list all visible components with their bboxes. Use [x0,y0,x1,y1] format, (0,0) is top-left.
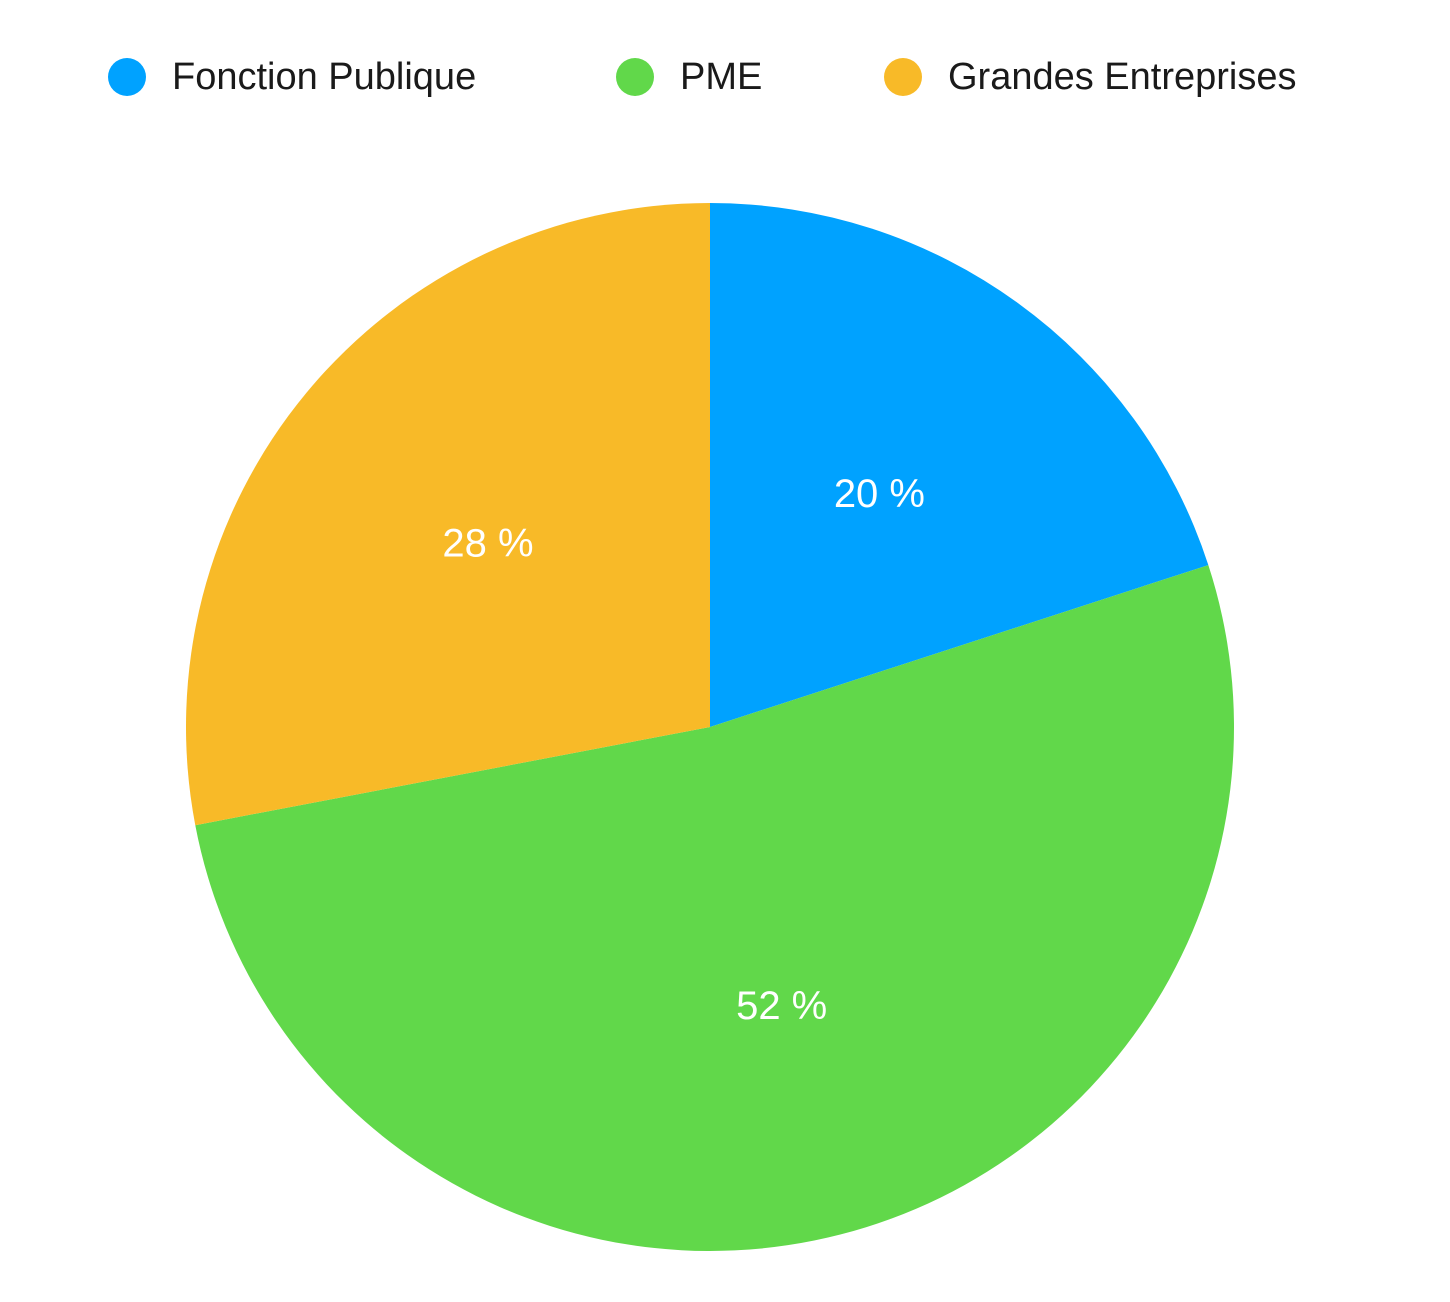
legend-item-fonction-publique[interactable]: Fonction Publique [108,50,476,104]
pie-slice-pme[interactable] [195,565,1235,1251]
pie-slices [185,203,1235,1251]
legend-label-pme: PME [680,55,763,98]
pie-data-labels: 20 % 52 % 28 % [442,472,925,1028]
legend-swatch-pme [616,58,654,96]
data-label-fonction-publique: 20 % [834,472,925,516]
data-label-pme: 52 % [736,984,827,1028]
chart-legend: Fonction Publique PME Grandes Entreprise… [0,50,1450,104]
pie-slice-fonction-publique[interactable] [710,203,1209,727]
pie-slice-grandes-entreprises[interactable] [185,203,710,826]
legend-swatch-fonction-publique [108,58,146,96]
legend-label-grandes-entreprises: Grandes Entreprises [948,55,1297,98]
legend-item-pme[interactable]: PME [616,50,762,104]
legend-item-grandes-entreprises[interactable]: Grandes Entreprises [884,50,1297,104]
data-label-grandes-entreprises: 28 % [442,521,533,565]
legend-swatch-grandes-entreprises [884,58,922,96]
legend-label-fonction-publique: Fonction Publique [172,55,477,98]
